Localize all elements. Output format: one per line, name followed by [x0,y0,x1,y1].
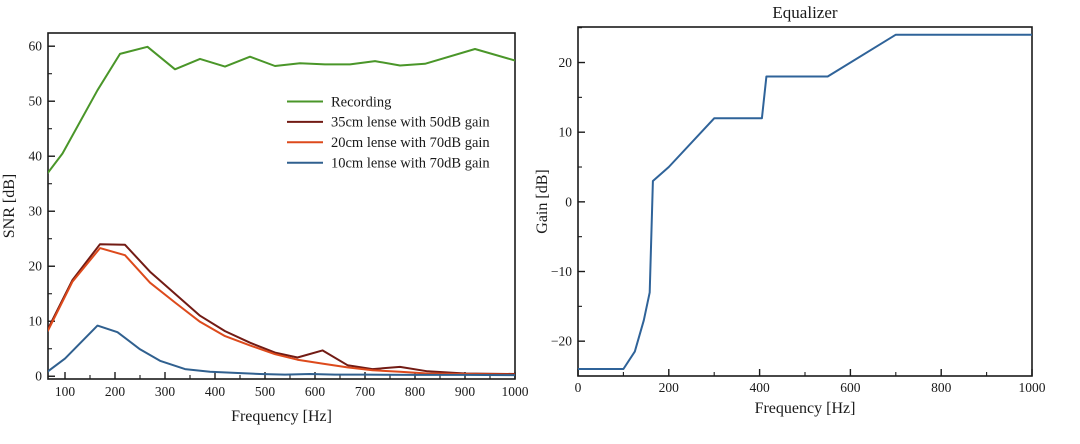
snr-y-tick-label: 10 [29,314,43,329]
snr-y-tick-label: 20 [29,259,43,274]
equalizer-plot-border [577,26,1033,377]
snr-series-line-3 [48,324,515,377]
snr-ylabel: SNR [dB] [1,174,18,238]
equalizer-y-tick-label: 0 [565,194,572,209]
legend-label-0: Recording [331,94,391,110]
snr-x-tick-label: 300 [155,384,176,399]
equalizer-x-tick-label: 600 [840,380,861,395]
snr-y-tick-label: 60 [29,39,43,54]
snr-series-line-1 [48,243,515,375]
equalizer-y-axis: −20 −10 0 10 20 [551,27,585,349]
equalizer-x-tick-label: 1000 [1019,380,1046,395]
equalizer-x-tick-label: 200 [659,380,680,395]
snr-x-tick-label: 600 [305,384,326,399]
snr-x-tick-label: 400 [205,384,226,399]
snr-y-tick-label: 30 [29,204,43,219]
equalizer-y-tick-label: −20 [551,334,572,349]
snr-y-axis: 0 10 20 30 40 50 60 [29,39,55,384]
snr-x-tick-label: 700 [355,384,376,399]
equalizer-chart: 0 200 400 600 800 1000 −20 −10 0 10 20 Frequency [H… [534,3,1046,417]
snr-x-axis: 100 200 300 400 500 600 700 800 900 1000 [55,372,529,399]
snr-plot-border [47,32,516,380]
equalizer-y-tick-label: 10 [559,125,573,140]
equalizer-x-tick-label: 0 [575,380,582,395]
equalizer-y-tick-label: 20 [559,55,573,70]
snr-xlabel: Frequency [Hz] [231,408,332,425]
equalizer-x-tick-label: 400 [749,380,770,395]
snr-x-tick-label: 500 [255,384,276,399]
snr-legend: Recording 35cm lense with 50dB gain 20cm l… [287,94,490,172]
snr-x-tick-label: 200 [105,384,126,399]
equalizer-xlabel: Frequency [Hz] [755,400,856,417]
snr-x-tick-label: 100 [55,384,76,399]
snr-y-tick-label: 50 [29,94,43,109]
snr-chart: 100 200 300 400 500 600 700 800 900 1000 0 10 20 30 40… [1,32,529,425]
legend-label-2: 20cm lense with 70dB gain [331,135,490,151]
equalizer-series-line-0 [578,33,1032,370]
snr-series-group [48,45,515,377]
legend-label-1: 35cm lense with 50dB gain [331,115,490,131]
legend-label-3: 10cm lense with 70dB gain [331,156,490,172]
snr-y-tick-label: 40 [29,149,43,164]
equalizer-y-tick-label: −10 [551,264,572,279]
snr-series-line-0 [48,45,515,174]
snr-x-tick-label: 1000 [502,384,529,399]
snr-y-tick-label: 0 [35,369,42,384]
equalizer-title: Equalizer [772,3,837,22]
snr-series-line-2 [48,247,515,376]
snr-x-tick-label: 900 [455,384,476,399]
equalizer-x-tick-label: 800 [931,380,952,395]
equalizer-x-axis: 0 200 400 600 800 1000 [575,369,1046,395]
equalizer-series-group [578,33,1032,370]
snr-x-tick-label: 800 [405,384,426,399]
equalizer-ylabel: Gain [dB] [534,169,551,233]
